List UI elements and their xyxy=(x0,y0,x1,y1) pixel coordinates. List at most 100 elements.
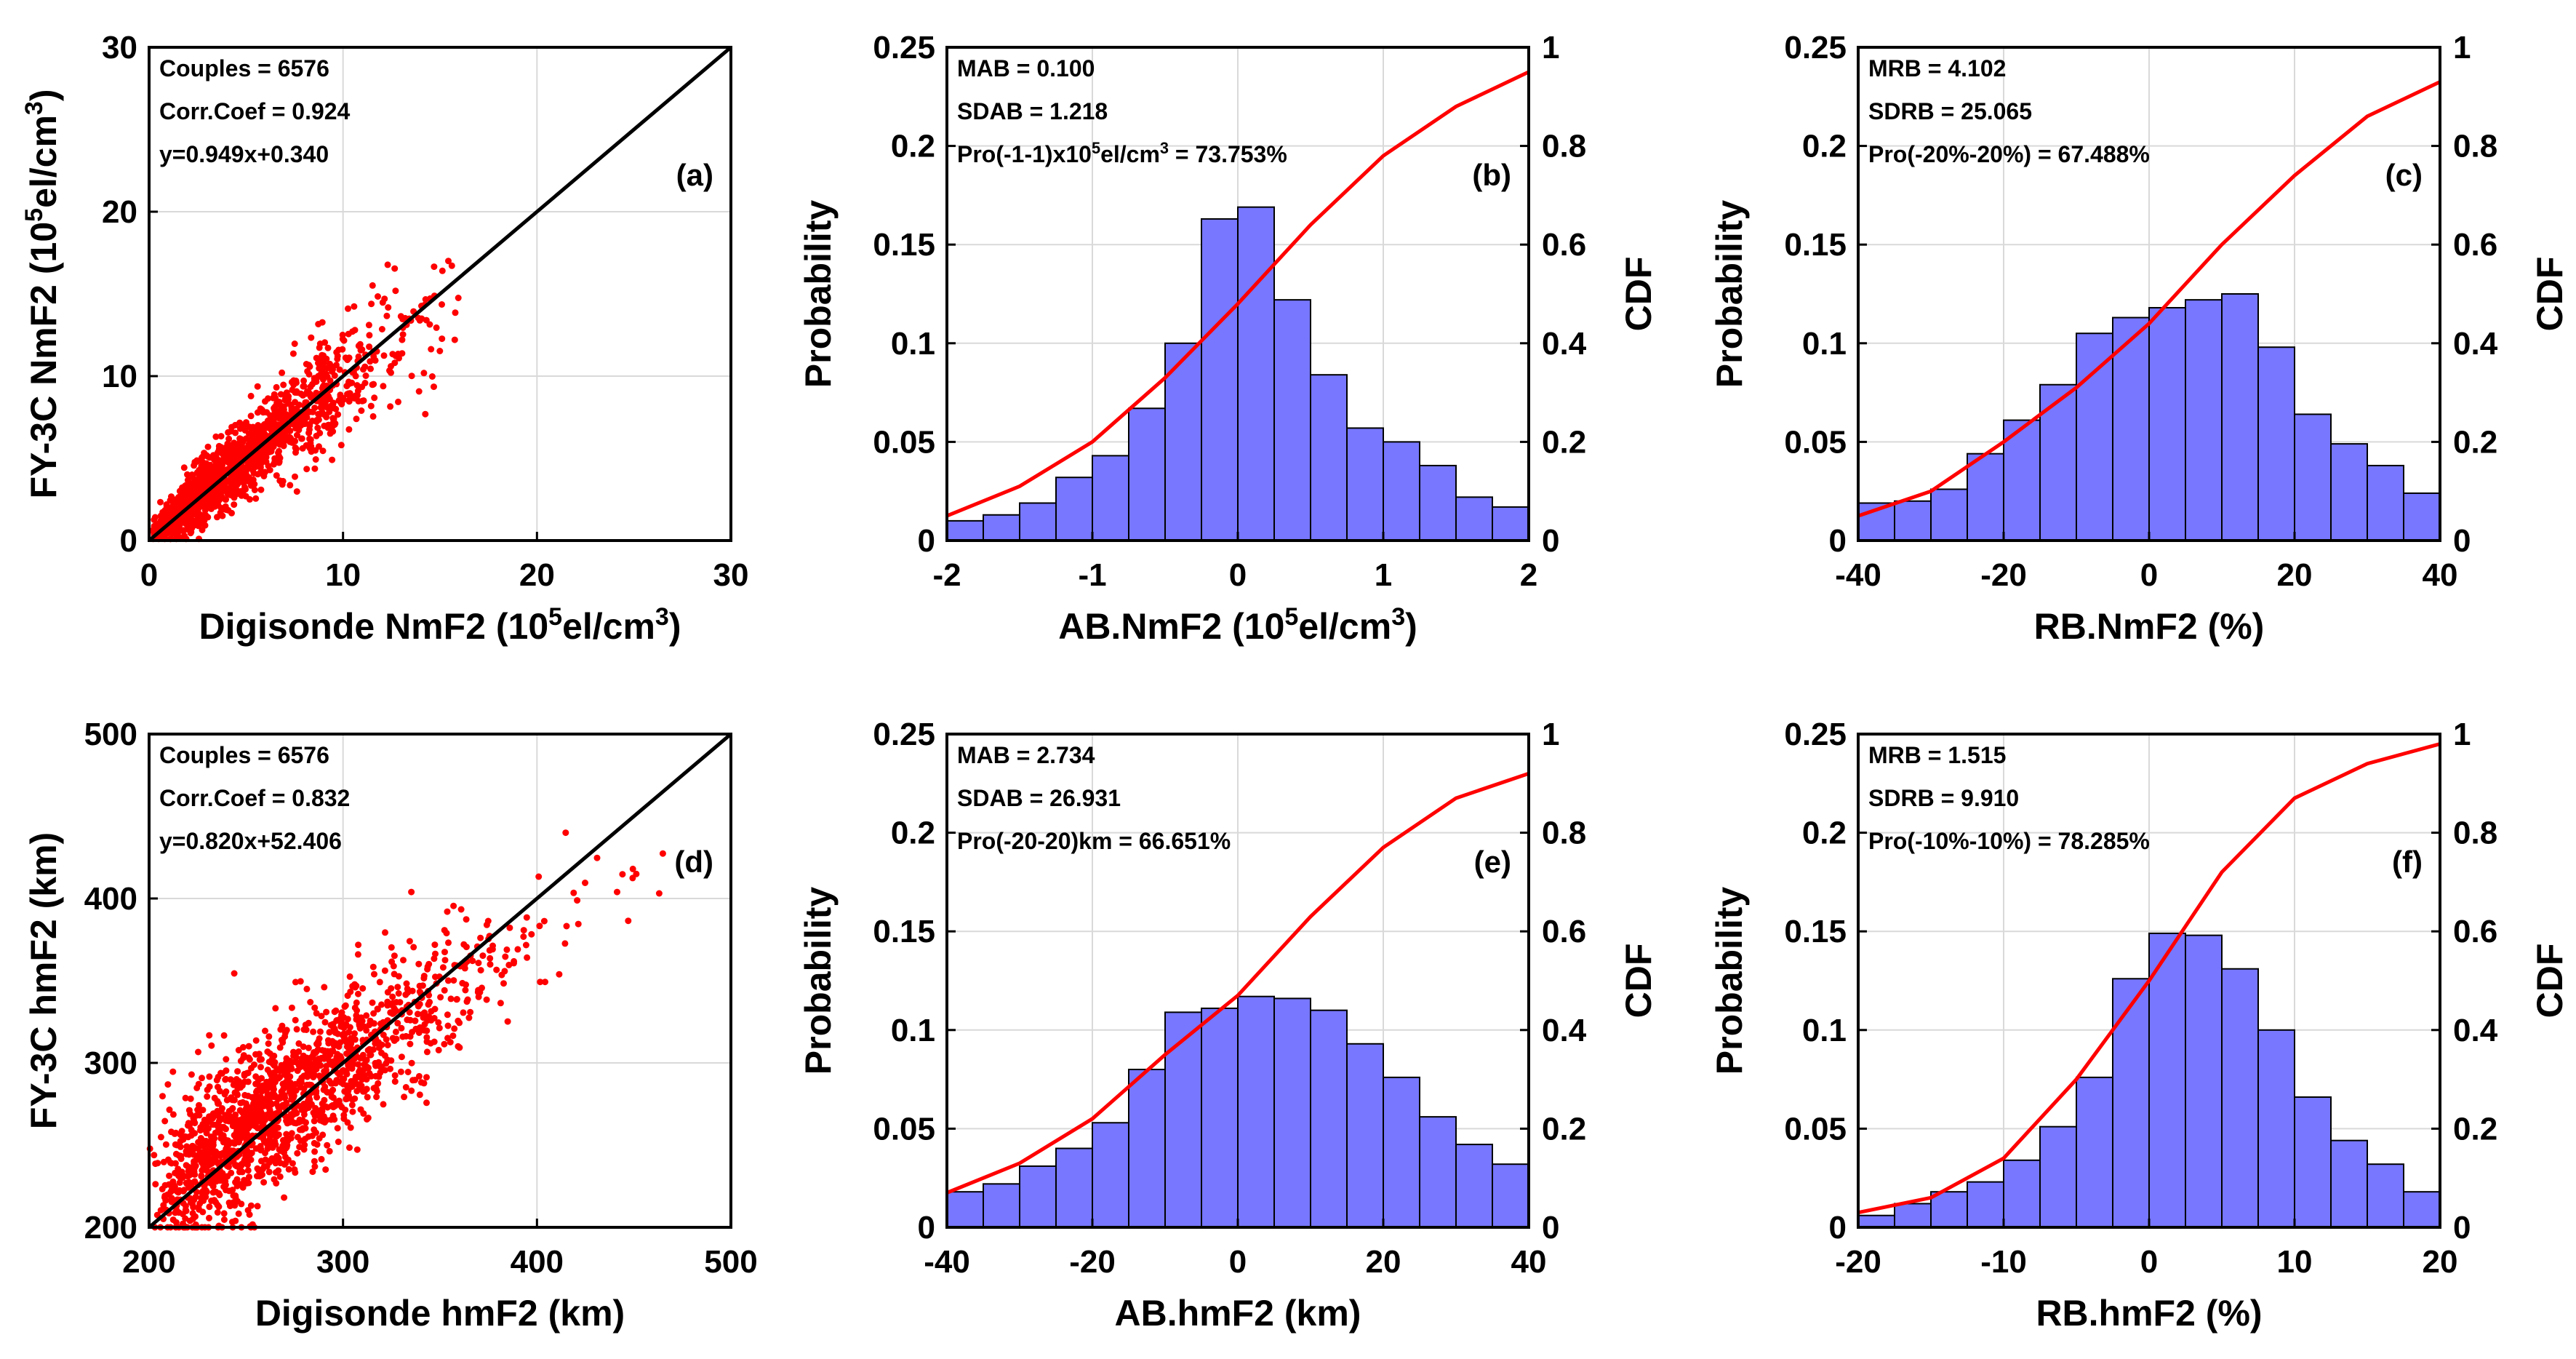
scatter-point xyxy=(232,1217,239,1224)
scatter-point xyxy=(343,1095,351,1102)
scatter-point xyxy=(293,488,300,495)
histogram-bar xyxy=(1092,1122,1129,1229)
stat-line: SDAB = 1.218 xyxy=(957,98,1108,124)
scatter-point xyxy=(322,1166,329,1173)
scatter-point xyxy=(185,1179,193,1186)
scatter-point xyxy=(289,1160,296,1167)
y-tick-label: 0.15 xyxy=(1784,914,1847,949)
scatter-point xyxy=(312,447,319,454)
panel-a: 0 10 20 30 0 10 20 30 Digisonde NmF2 (105el/cm3)… xyxy=(20,30,748,647)
y-tick-label: 0.25 xyxy=(873,717,935,752)
scatter-point xyxy=(283,1117,290,1125)
scatter-point xyxy=(246,1211,253,1218)
scatter-point xyxy=(421,1021,428,1028)
scatter-point xyxy=(176,1179,183,1187)
y2-tick-label: 0.4 xyxy=(2453,1013,2498,1048)
scatter-point xyxy=(235,1047,242,1053)
scatter-point xyxy=(329,456,336,463)
scatter-point xyxy=(247,1156,255,1163)
scatter-point xyxy=(319,447,327,455)
scatter-point xyxy=(228,1169,235,1176)
stat-line: Corr.Coef = 0.832 xyxy=(159,785,350,811)
scatter-point xyxy=(563,922,570,930)
histogram-bar xyxy=(1128,1069,1166,1229)
histogram-bar xyxy=(2221,293,2259,541)
stat-line: Corr.Coef = 0.924 xyxy=(159,98,351,124)
scatter-point xyxy=(310,1028,317,1035)
scatter-point xyxy=(325,1040,332,1047)
scatter-point xyxy=(177,1143,184,1150)
scatter-point xyxy=(275,435,282,442)
panel-tag: (f) xyxy=(2392,845,2423,879)
scatter-point xyxy=(282,1078,289,1085)
scatter-point xyxy=(294,431,300,439)
scatter-point xyxy=(209,1139,217,1147)
scatter-point xyxy=(364,1116,370,1123)
scatter-point xyxy=(212,1112,220,1118)
histogram-bars xyxy=(1857,932,2441,1229)
scatter-point xyxy=(300,413,307,420)
scatter-point xyxy=(297,390,305,397)
scatter-point xyxy=(309,380,316,388)
scatter-point xyxy=(264,1048,271,1056)
scatter-point xyxy=(355,990,361,997)
scatter-point xyxy=(201,469,208,476)
scatter-point xyxy=(246,1123,252,1131)
scatter-point xyxy=(188,471,196,478)
scatter-point xyxy=(301,1141,308,1149)
scatter-point xyxy=(276,1146,283,1153)
scatter-point xyxy=(272,1132,279,1139)
scatter-point xyxy=(436,348,444,354)
scatter-point xyxy=(233,1132,239,1139)
scatter-point xyxy=(313,1110,321,1117)
scatter-point xyxy=(384,1002,391,1009)
scatter-point xyxy=(403,980,410,987)
scatter-point xyxy=(415,388,423,395)
x-tick-label: 40 xyxy=(1511,1244,1547,1280)
scatter-point xyxy=(415,960,423,968)
scatter-point xyxy=(217,1177,225,1184)
scatter-point xyxy=(169,1178,177,1185)
scatter-point xyxy=(327,377,334,384)
y2-tick-label: 0.6 xyxy=(2453,914,2497,949)
scatter-point xyxy=(556,971,563,978)
scatter-point xyxy=(215,1100,222,1107)
scatter-point xyxy=(335,411,342,418)
scatter-point xyxy=(166,1172,173,1179)
scatter-point xyxy=(292,1016,299,1024)
scatter-point xyxy=(324,344,332,351)
scatter-point xyxy=(241,1178,248,1185)
scatter-point xyxy=(182,484,189,491)
histogram-bar xyxy=(1128,407,1166,542)
scatter-point xyxy=(431,955,438,963)
histogram-bar xyxy=(2367,1163,2404,1228)
histogram-bar xyxy=(1894,1203,1932,1229)
histogram-bar xyxy=(1967,453,2004,541)
scatter-point xyxy=(200,503,207,510)
y-tick-label: 0.2 xyxy=(891,129,935,164)
scatter-point xyxy=(326,396,333,403)
stat-line: Pro(-10%-10%) = 78.285% xyxy=(1868,828,2150,854)
scatter-point xyxy=(346,973,353,980)
scatter-point xyxy=(520,927,527,934)
scatter-point xyxy=(200,1158,207,1165)
cdf-curve xyxy=(946,771,1529,1195)
histogram-bar xyxy=(1930,488,1968,541)
scatter-point xyxy=(582,880,588,886)
scatter-point xyxy=(271,1127,279,1134)
scatter-point xyxy=(506,924,513,931)
histogram-bar xyxy=(1419,464,1457,541)
scatter-point xyxy=(168,493,175,501)
stat-line: MRB = 1.515 xyxy=(1868,742,2006,768)
scatter-point xyxy=(188,485,196,493)
scatter-point xyxy=(341,1088,348,1095)
scatter-point xyxy=(195,1048,201,1056)
scatter-point xyxy=(465,1014,473,1021)
scatter-point xyxy=(231,501,238,509)
scatter-point xyxy=(283,1131,290,1138)
scatter-point xyxy=(369,963,377,971)
scatter-point xyxy=(427,1040,434,1047)
scatter-point xyxy=(311,1139,318,1147)
scatter-point xyxy=(361,363,369,370)
scatter-point xyxy=(238,436,245,443)
